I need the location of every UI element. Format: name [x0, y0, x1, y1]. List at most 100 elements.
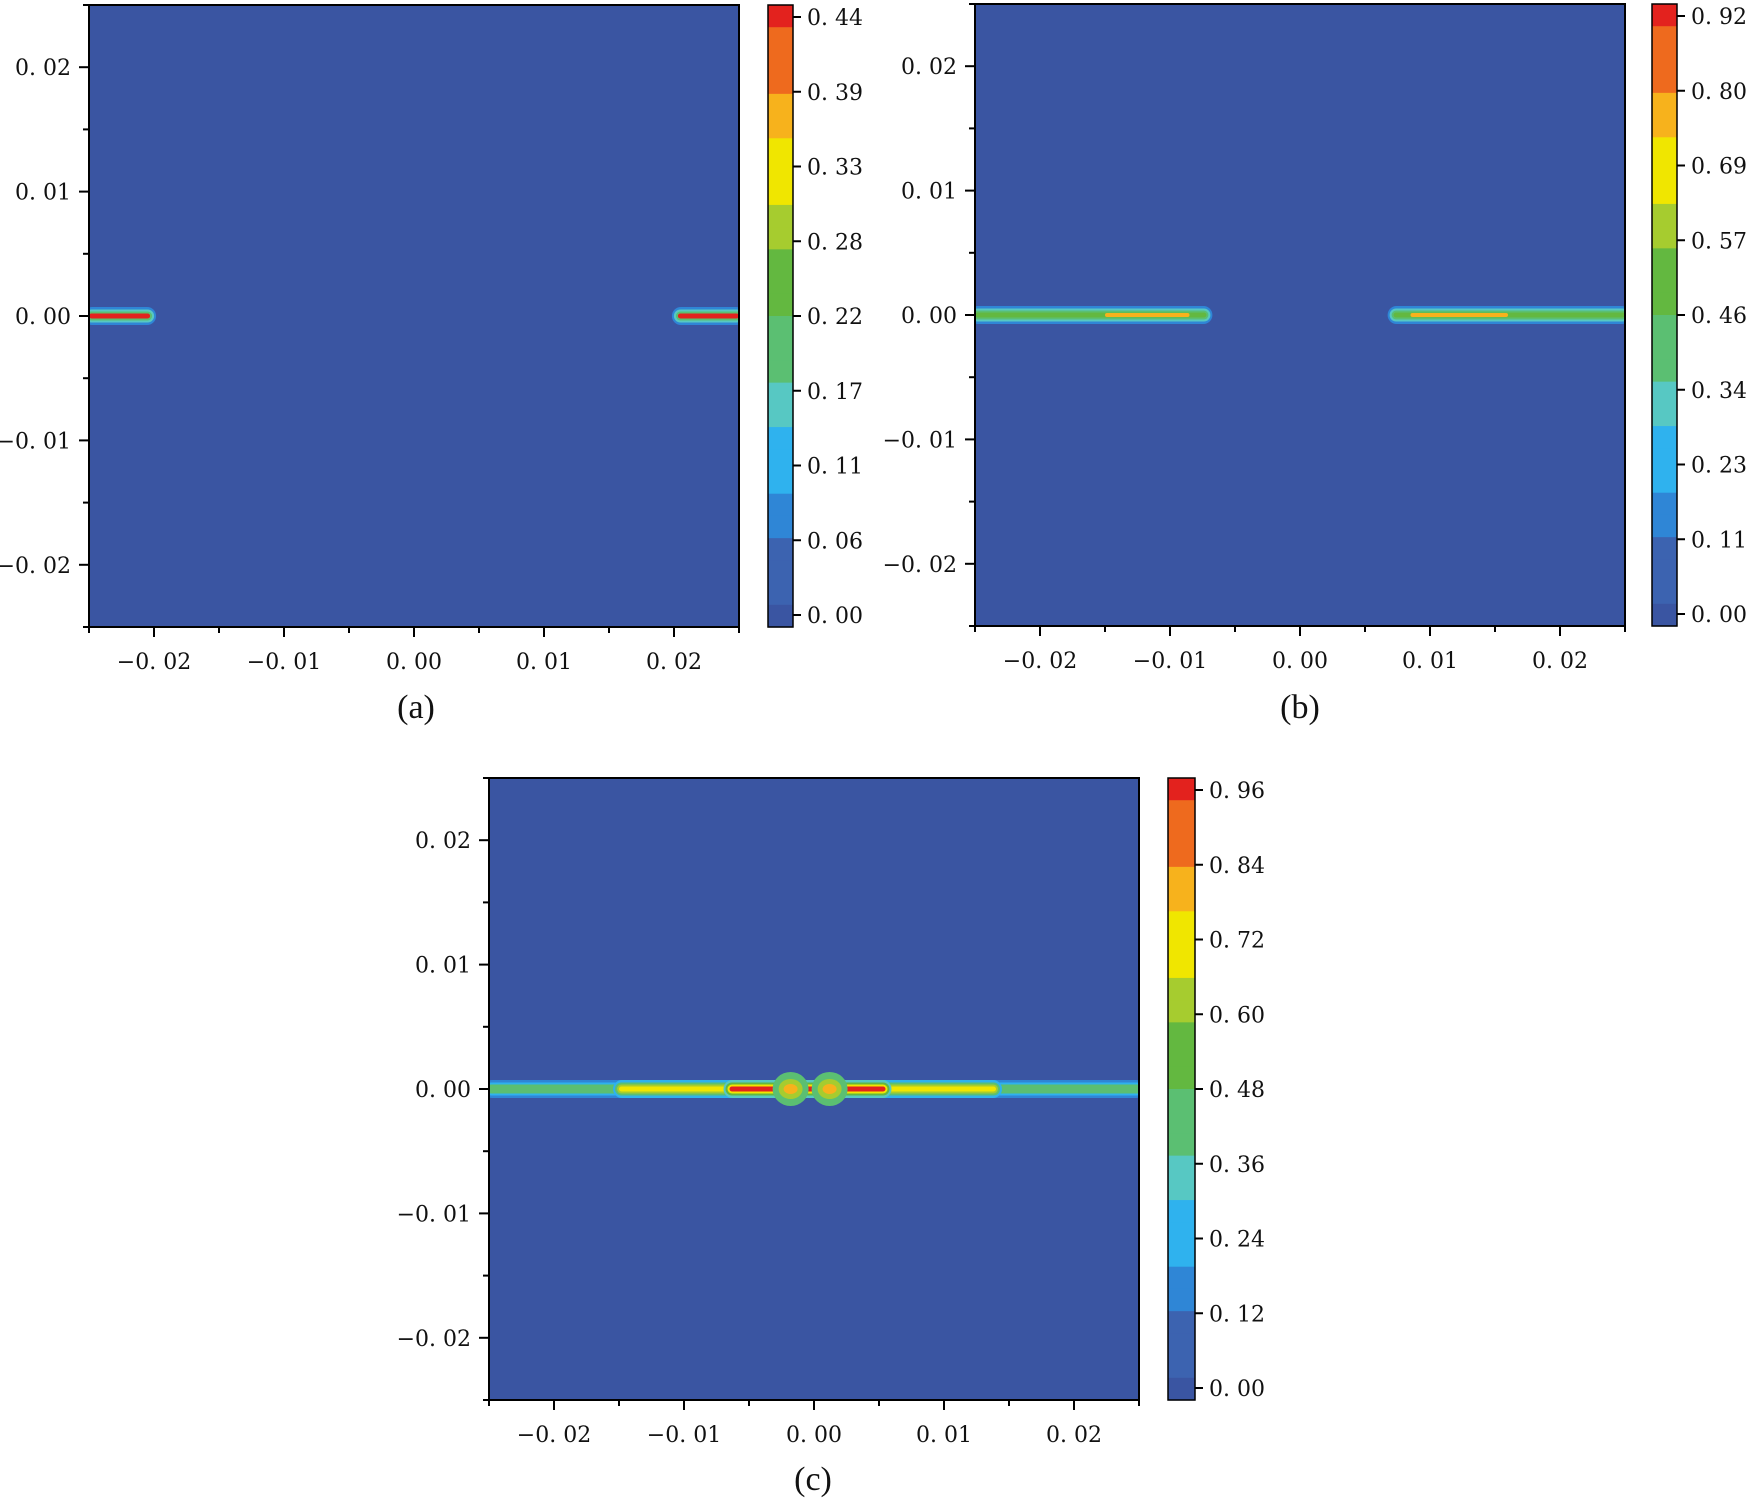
colorbar-segment: [1168, 977, 1195, 1001]
x-tick-label: 0. 00: [786, 1423, 842, 1448]
colorbar-segment: [1652, 181, 1677, 205]
y-tick-label: −0. 02: [0, 554, 71, 579]
colorbar-segment: [768, 204, 793, 228]
colorbar-segment: [768, 249, 793, 273]
colorbar-tick-label: 0. 24: [1209, 1228, 1265, 1253]
colorbar-segment: [1168, 1377, 1195, 1401]
x-tick-label: 0. 00: [1272, 649, 1328, 674]
colorbar-tick-label: 0. 11: [807, 455, 863, 480]
colorbar-tick-label: 0. 72: [1209, 929, 1265, 954]
colorbar-segment: [768, 515, 793, 539]
x-tick-label: −0. 01: [1133, 649, 1207, 674]
field-features: [975, 306, 1625, 324]
panel-a: −0. 02 −0. 01 0. 00 0. 01 0. 02 0. 02 0. 01 0. …: [0, 4, 863, 726]
colorbar-segment: [768, 471, 793, 495]
colorbar-segment: [1168, 1266, 1195, 1290]
colorbar-segment: [768, 449, 793, 473]
colorbar-segment: [768, 316, 793, 339]
x-tick-label: −0. 01: [647, 1423, 721, 1448]
colorbar-segment: [1168, 1089, 1195, 1112]
colorbar-segment: [768, 538, 793, 561]
colorbar-segment: [768, 360, 793, 384]
colorbar-segment: [1652, 470, 1677, 494]
colorbar-segment: [1652, 537, 1677, 560]
colorbar-segment: [1652, 337, 1677, 361]
colorbar-tick-label: 0. 39: [807, 81, 863, 106]
colorbar-segment: [1652, 603, 1677, 627]
colorbar-segment: [768, 604, 793, 628]
colorbar-segment: [768, 382, 793, 406]
colorbar-segment: [1168, 1333, 1195, 1357]
panel-b: −0. 02 −0. 01 0. 00 0. 01 0. 02 0. 02 0. 01 0. …: [883, 3, 1747, 726]
colorbar-tick-label: 0. 00: [807, 604, 863, 629]
colorbar-segment: [1168, 1000, 1195, 1023]
colorbar-segment: [768, 138, 793, 162]
field-bulge-3-core: [783, 1084, 798, 1094]
colorbar-segment: [1652, 492, 1677, 516]
colorbar-segment: [1652, 581, 1677, 605]
colorbar-tick-label: 0. 00: [1209, 1377, 1265, 1402]
y-tick-label: 0. 02: [15, 56, 71, 81]
colorbar-segment: [1652, 359, 1677, 383]
colorbar-segment: [1652, 137, 1677, 161]
colorbar-tick-label: 0. 17: [807, 380, 863, 405]
y-tick-label: −0. 01: [883, 428, 957, 453]
colorbar-segment: [1652, 426, 1677, 449]
colorbar-tick-label: 0. 60: [1209, 1003, 1265, 1028]
colorbar-segment: [1168, 1200, 1195, 1223]
colorbar-segment: [1168, 844, 1195, 868]
colorbar-segment: [1652, 92, 1677, 116]
colorbar-segment: [1168, 1133, 1195, 1157]
colorbar-tick-label: 0. 22: [807, 305, 863, 330]
colorbar-tick-label: 0. 28: [807, 230, 863, 255]
colorbar-tick-label: 0. 92: [1691, 5, 1747, 30]
colorbar-segment: [1652, 226, 1677, 249]
y-tick-label: 0. 01: [901, 180, 957, 205]
colorbar-segment: [1652, 115, 1677, 138]
colorbar-segment: [768, 93, 793, 117]
x-tick-label: 0. 02: [1532, 649, 1588, 674]
colorbar-segment: [1652, 270, 1677, 294]
colorbar-segment: [768, 493, 793, 517]
colorbar-segment: [768, 427, 793, 450]
colorbar-segment: [768, 49, 793, 73]
colorbar-tick-label: 0. 44: [807, 6, 863, 31]
y-tick-label: 0. 02: [415, 829, 471, 854]
y-tick-label: 0. 00: [415, 1078, 471, 1103]
colorbar-segment: [1168, 1022, 1195, 1046]
colorbar-segment: [1168, 933, 1195, 957]
colorbar-segment: [768, 271, 793, 295]
colorbar-tick-label: 0. 33: [807, 156, 863, 181]
colorbar-segment: [1652, 248, 1677, 272]
colorbar-segment: [1652, 381, 1677, 405]
colorbar-tick-label: 0. 06: [807, 529, 863, 554]
panel-label-b: (b): [1280, 689, 1320, 726]
field-bulge-4-core: [822, 1084, 837, 1094]
y-tick-label: 0. 00: [901, 304, 957, 329]
y-tick-label: −0. 02: [397, 1327, 471, 1352]
field-background: [89, 5, 739, 627]
colorbar-segment: [1652, 514, 1677, 538]
colorbar-segment: [1168, 911, 1195, 935]
y-tick-label: 0. 01: [415, 954, 471, 979]
colorbar-segment: [1168, 1066, 1195, 1090]
colorbar-segment: [1168, 1044, 1195, 1068]
x-tick-label: −0. 01: [247, 650, 321, 675]
colorbar-segment: [1168, 1311, 1195, 1334]
colorbar-segment: [1168, 955, 1195, 979]
x-tick-label: 0. 01: [916, 1423, 972, 1448]
panel-c: −0. 02 −0. 01 0. 00 0. 01 0. 02 0. 02 0. 01 0. …: [397, 777, 1265, 1498]
colorbar-segment: [768, 404, 793, 428]
x-tick-label: 0. 02: [1046, 1423, 1102, 1448]
y-tick-label: 0. 00: [15, 305, 71, 330]
colorbar-segment: [1652, 315, 1677, 338]
colorbar-segment: [768, 71, 793, 95]
colorbar-tick-label: 0. 00: [1691, 603, 1747, 628]
colorbar-segment: [1652, 403, 1677, 427]
field-band-0-core: [1105, 313, 1190, 317]
colorbar-segment: [1168, 1111, 1195, 1135]
x-tick-label: 0. 01: [516, 650, 572, 675]
colorbar-segment: [1168, 778, 1195, 801]
